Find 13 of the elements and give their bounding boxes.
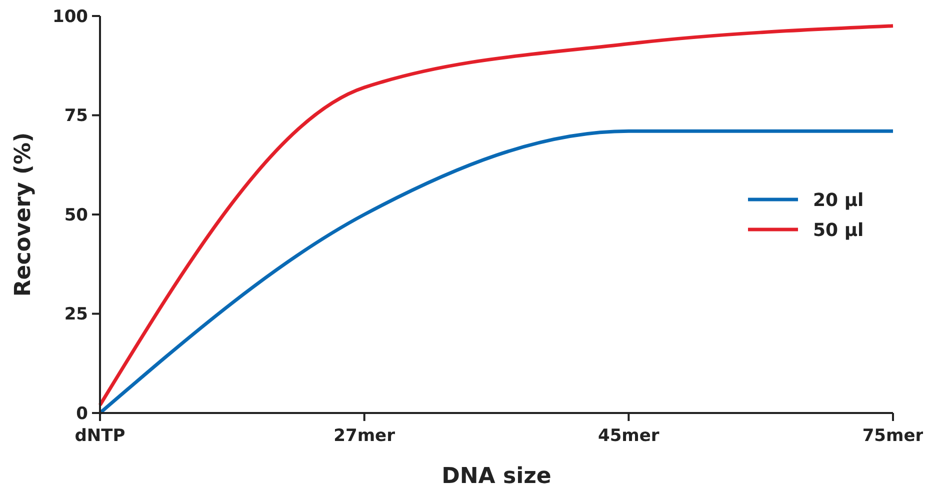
y-axis-title: Recovery (%) <box>11 132 36 297</box>
x-tick-label: dNTP <box>74 426 126 446</box>
x-tick-label: 45mer <box>598 426 660 446</box>
y-tick-label: 0 <box>76 404 88 424</box>
y-tick-label: 50 <box>64 205 88 226</box>
legend-label: 20 µl <box>813 190 864 211</box>
line-series <box>98 24 895 407</box>
x-axis-title: DNA size <box>442 464 552 489</box>
y-tick-label: 100 <box>52 6 88 27</box>
legend-label: 50 µl <box>813 220 864 241</box>
y-tick-label: 75 <box>64 106 88 126</box>
y-tick-label: 25 <box>64 304 88 325</box>
x-tick-label: 27mer <box>334 426 396 446</box>
